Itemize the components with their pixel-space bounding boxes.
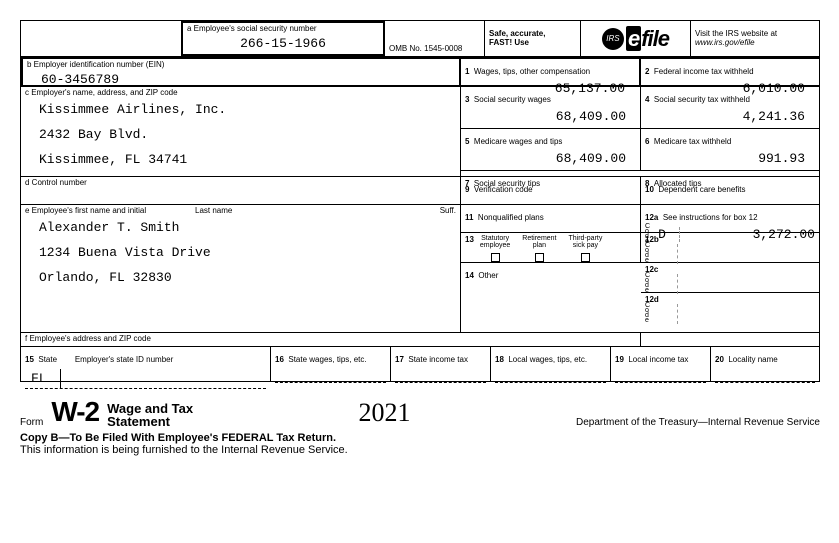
- irs-seal-icon: IRS: [602, 28, 624, 50]
- footer-furnish: This information is being furnished to t…: [20, 444, 820, 456]
- employer-line2: 2432 Bay Blvd.: [25, 125, 456, 144]
- box1-label: Wages, tips, other compensation: [474, 67, 590, 76]
- box1-num: 1: [465, 67, 469, 76]
- box12a-label: See instructions for box 12: [663, 213, 758, 222]
- box20-label: Locality name: [728, 355, 777, 364]
- box5-value: 68,409.00: [465, 149, 636, 168]
- box-b-label: b Employer identification number (EIN): [27, 61, 455, 70]
- box-a-label: a Employee's social security number: [187, 25, 379, 34]
- safe-line2: FAST! Use: [489, 39, 576, 48]
- employee-line3: Orlando, FL 32830: [25, 268, 456, 287]
- box6-label: Medicare tax withheld: [654, 137, 731, 146]
- box19-num: 19: [615, 355, 624, 364]
- box15-num: 15: [25, 355, 34, 364]
- box15-ein-label: Employer's state ID number: [75, 355, 173, 364]
- box18-label: Local wages, tips, etc.: [508, 355, 587, 364]
- w2-form: a Employee's social security number 266-…: [20, 20, 820, 382]
- efile-logo: IRS efile: [602, 26, 669, 52]
- box-e-label: e Employee's first name and initial: [25, 207, 195, 216]
- box6-value: 991.93: [645, 149, 815, 168]
- employee-line2: 1234 Buena Vista Drive: [25, 243, 456, 262]
- irs-visit-line2: www.irs.gov/efile: [695, 39, 815, 48]
- employee-line1: Alexander T. Smith: [25, 218, 456, 237]
- footer-copyb: Copy B—To Be Filed With Employee's FEDER…: [20, 432, 820, 444]
- box16-label: State wages, tips, etc.: [288, 355, 366, 364]
- box-a-value: 266-15-1966: [187, 34, 379, 53]
- checkbox-sickpay[interactable]: [581, 253, 590, 262]
- box10-num: 10: [645, 185, 654, 194]
- employer-line1: Kissimmee Airlines, Inc.: [25, 100, 456, 119]
- box12b-num: 12b: [645, 235, 815, 244]
- box4-label: Social security tax withheld: [654, 95, 750, 104]
- box15-state: FL: [25, 369, 61, 388]
- box15-state-label: State: [38, 355, 57, 364]
- box14-label: Other: [478, 271, 498, 280]
- box12c-num: 12c: [645, 265, 815, 274]
- box17-label: State income tax: [408, 355, 468, 364]
- footer-w2: W-2: [51, 396, 99, 428]
- form-footer: Form W-2 Wage and Tax Statement 2021 Dep…: [20, 396, 820, 456]
- footer-form-word: Form: [20, 417, 43, 428]
- box18-num: 18: [495, 355, 504, 364]
- box9-label: Verification code: [474, 185, 533, 194]
- box12a-num: 12a: [645, 213, 658, 222]
- omb-number: OMB No. 1545-0008: [389, 45, 462, 54]
- box9-num: 9: [465, 185, 469, 194]
- box14-num: 14: [465, 271, 474, 280]
- box19-label: Local income tax: [628, 355, 688, 364]
- checkbox-statutory[interactable]: [491, 253, 500, 262]
- checkbox-retirement[interactable]: [535, 253, 544, 262]
- footer-title2: Statement: [107, 415, 193, 428]
- box17-num: 17: [395, 355, 404, 364]
- box5-num: 5: [465, 137, 469, 146]
- box10-label: Dependent care benefits: [658, 185, 745, 194]
- box-c-label: c Employer's name, address, and ZIP code: [25, 89, 456, 98]
- box2-num: 2: [645, 67, 649, 76]
- footer-dept: Department of the Treasury—Internal Reve…: [576, 417, 820, 428]
- box4-num: 4: [645, 95, 649, 104]
- box20-num: 20: [715, 355, 724, 364]
- box-e-lastname-label: Last name: [195, 207, 440, 216]
- box-d-label: d Control number: [25, 179, 456, 188]
- box2-label: Federal income tax withheld: [654, 67, 754, 76]
- box16-num: 16: [275, 355, 284, 364]
- box-e-suff-label: Suff.: [440, 207, 456, 216]
- box13-sick-label: Third-party sick pay: [569, 235, 603, 249]
- box-f-label: f Employee's address and ZIP code: [25, 335, 636, 344]
- footer-year: 2021: [359, 398, 411, 428]
- box13-stat-label: Statutory employee: [480, 235, 510, 249]
- box3-label: Social security wages: [474, 95, 551, 104]
- box4-value: 4,241.36: [645, 107, 815, 126]
- box13-ret-label: Retirement plan: [522, 235, 556, 249]
- employer-line3: Kissimmee, FL 34741: [25, 150, 456, 169]
- box11-num: 11: [465, 213, 473, 222]
- box11-label: Nonqualified plans: [478, 213, 544, 222]
- box3-num: 3: [465, 95, 469, 104]
- box-b-value: 60-3456789: [27, 70, 455, 89]
- box6-num: 6: [645, 137, 649, 146]
- box13-num: 13: [465, 235, 474, 244]
- box3-value: 68,409.00: [465, 107, 636, 126]
- box5-label: Medicare wages and tips: [474, 137, 563, 146]
- box12d-num: 12d: [645, 295, 815, 304]
